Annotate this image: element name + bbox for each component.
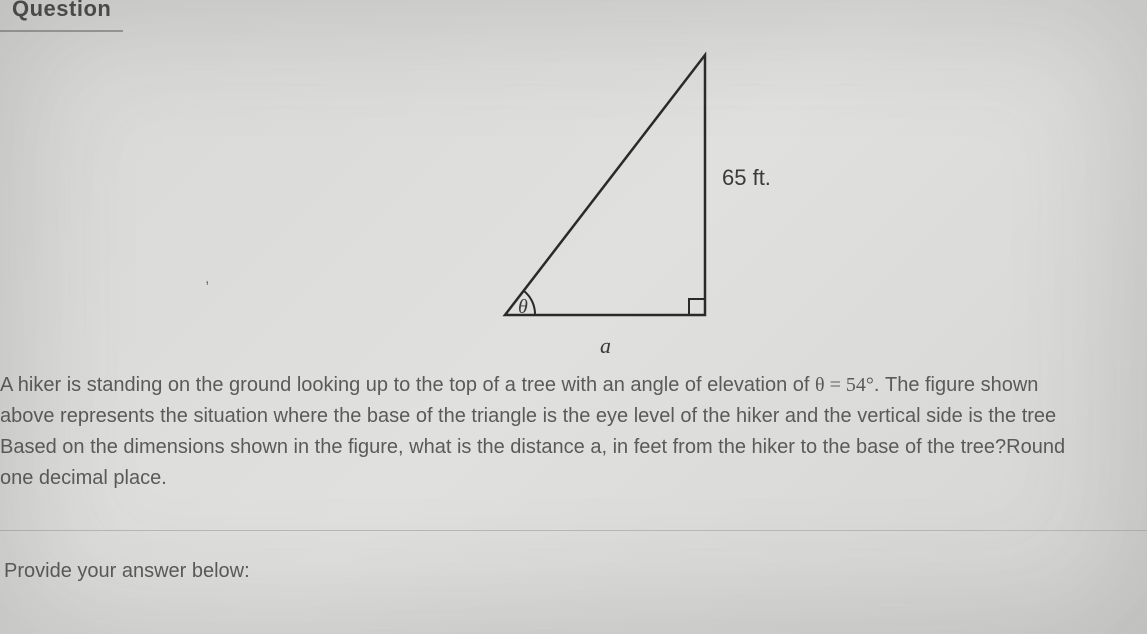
vertical-side-label: 65 ft.: [722, 165, 771, 191]
theta-expression: θ = 54°: [815, 374, 874, 396]
problem-line4: one decimal place.: [0, 467, 167, 489]
problem-line1b: . The figure shown: [874, 374, 1039, 396]
stray-mark: ,: [205, 270, 209, 288]
triangle-svg: [485, 45, 725, 335]
problem-line1a: A hiker is standing on the ground lookin…: [0, 374, 815, 396]
section-divider: [0, 530, 1147, 531]
problem-statement: A hiker is standing on the ground lookin…: [0, 370, 1147, 494]
problem-line3: Based on the dimensions shown in the fig…: [0, 436, 1065, 458]
problem-line2: above represents the situation where the…: [0, 405, 1056, 427]
base-side-label: a: [600, 333, 611, 359]
answer-prompt: Provide your answer below:: [4, 560, 250, 583]
triangle-diagram: 65 ft. θ a ,: [0, 40, 1147, 350]
triangle-path: [505, 55, 705, 315]
right-angle-marker: [689, 299, 705, 315]
question-header-fragment: Question: [0, 0, 123, 32]
angle-theta-label: θ: [518, 296, 528, 319]
